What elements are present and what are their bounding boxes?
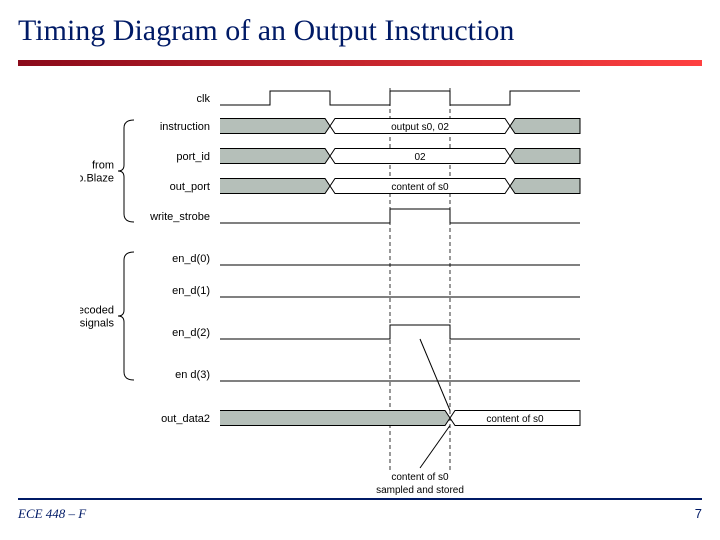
title-underline [18, 60, 702, 66]
svg-text:Pico.Blaze: Pico.Blaze [80, 173, 114, 185]
svg-text:signals: signals [80, 318, 114, 330]
svg-text:en_d(0): en_d(0) [172, 253, 210, 265]
svg-text:from: from [92, 160, 114, 172]
page-number: 7 [695, 506, 702, 521]
svg-text:content of s0: content of s0 [391, 472, 449, 483]
svg-text:content of s0: content of s0 [391, 182, 449, 193]
svg-text:en d(3): en d(3) [175, 369, 210, 381]
slide-title: Timing Diagram of an Output Instruction [18, 14, 514, 48]
svg-text:decoded: decoded [80, 305, 114, 317]
svg-text:instruction: instruction [160, 121, 210, 133]
svg-text:port_id: port_id [176, 151, 210, 163]
svg-text:02: 02 [414, 152, 426, 163]
slide: Timing Diagram of an Output Instruction … [0, 0, 720, 540]
svg-text:en_d(2): en_d(2) [172, 327, 210, 339]
footer-course: ECE 448 – F [18, 506, 86, 522]
timing-diagram: clk instruction output s0, 02 port_id 02 out_… [80, 80, 640, 500]
footer-rule [18, 498, 702, 500]
svg-text:sampled and stored: sampled and stored [376, 485, 464, 496]
svg-text:en_d(1): en_d(1) [172, 285, 210, 297]
svg-text:clk: clk [197, 93, 211, 105]
svg-text:content of s0: content of s0 [486, 414, 544, 425]
svg-text:output s0, 02: output s0, 02 [391, 122, 449, 133]
svg-text:out_port: out_port [170, 181, 210, 193]
svg-text:write_strobe: write_strobe [149, 211, 210, 223]
svg-text:out_data2: out_data2 [161, 413, 210, 425]
